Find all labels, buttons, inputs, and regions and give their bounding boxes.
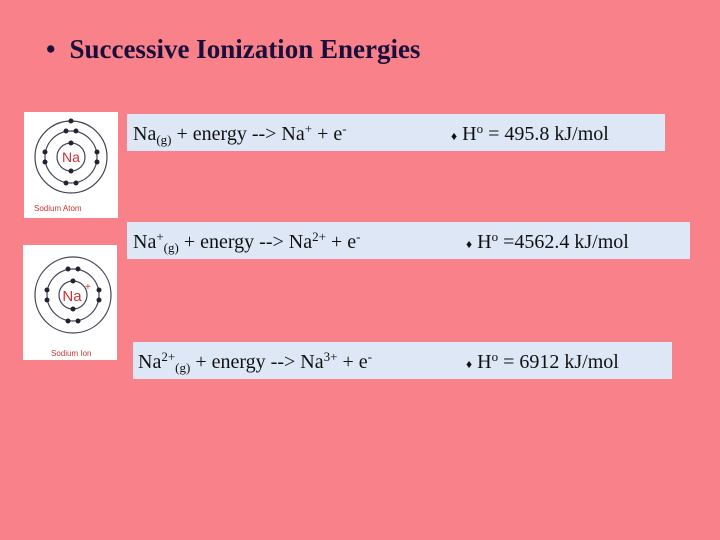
equation-row: Na+(g) + energy --> Na2+ + e- ♦ Ho =4562… (127, 222, 690, 259)
title-text: Successive Ionization Energies (69, 34, 421, 64)
enthalpy: ♦ Ho =4562.4 kJ/mol (466, 229, 629, 254)
eq-sup: + (304, 121, 313, 136)
eq-part: + energy --> Na (190, 351, 324, 373)
eq-sub: (g) (163, 240, 179, 255)
eq-part: Na (133, 123, 157, 145)
symbol: ♦ (451, 129, 458, 143)
eq-sup: 2+ (312, 229, 326, 244)
eq-sub: (g) (156, 132, 172, 147)
bullet: • (46, 34, 56, 64)
enthalpy: ♦ Ho = 495.8 kJ/mol (451, 121, 609, 146)
eq-part: Na (138, 351, 162, 373)
atom-symbol: Na (62, 149, 80, 165)
equation-row: Na(g) + energy --> Na+ + e- ♦ Ho = 495.8… (127, 114, 665, 151)
eq-part: Na (133, 231, 157, 253)
ion-figure: Na + Sodium Ion (23, 245, 117, 360)
ion-charge: + (85, 282, 91, 293)
equation: Na(g) + energy --> Na+ + e- (133, 121, 347, 148)
eq-part: + energy --> Na (178, 231, 313, 253)
eq-part: + e (325, 231, 357, 253)
symbol: ♦ (466, 237, 473, 251)
en-part: H (472, 231, 492, 253)
ion-symbol: Na (62, 288, 82, 305)
en-part: = 6912 kJ/mol (498, 351, 619, 373)
eq-sub: (g) (175, 360, 191, 375)
symbol: ♦ (466, 357, 473, 371)
eq-part: + e (337, 351, 368, 373)
equation: Na+(g) + energy --> Na2+ + e- (133, 229, 360, 256)
en-sup: o (476, 121, 484, 136)
en-sup: o (491, 229, 499, 244)
equation: Na2+(g) + energy --> Na3+ + e- (138, 349, 372, 376)
en-part: H (457, 123, 477, 145)
en-sup: o (491, 349, 499, 364)
en-part: = 495.8 kJ/mol (483, 123, 609, 145)
ion-caption: Sodium Ion (51, 349, 91, 358)
eq-sup: - (356, 229, 361, 244)
eq-sup: 3+ (323, 349, 338, 364)
eq-sup: - (367, 349, 372, 364)
eq-sup: + (156, 229, 164, 244)
eq-sup: 2+ (161, 349, 176, 364)
atom-caption: Sodium Atom (34, 204, 82, 213)
en-part: =4562.4 kJ/mol (498, 231, 629, 253)
title: • Successive Ionization Energies (46, 34, 420, 65)
equation-row: Na2+(g) + energy --> Na3+ + e- ♦ Ho = 69… (133, 342, 672, 379)
atom-figure: Na Sodium Atom (24, 112, 118, 218)
eq-part: + energy --> Na (171, 123, 305, 145)
eq-part: + e (312, 123, 343, 145)
enthalpy: ♦ Ho = 6912 kJ/mol (466, 349, 619, 374)
eq-sup: - (342, 121, 347, 136)
en-part: H (472, 351, 492, 373)
